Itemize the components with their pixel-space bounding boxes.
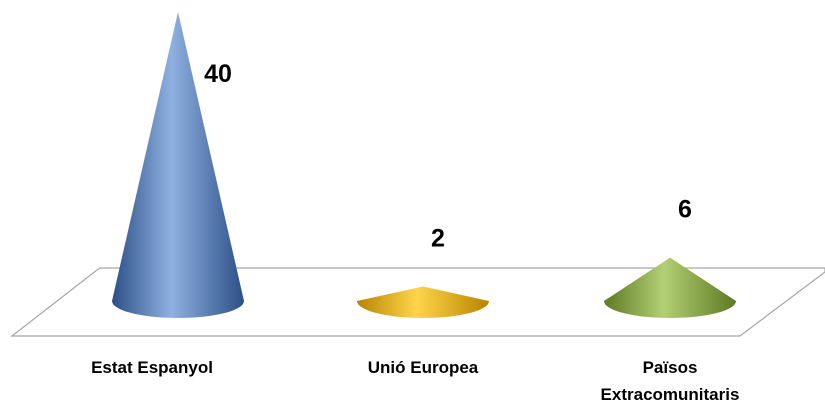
data-label-estat-espanyol: 40 [204,60,232,88]
category-label-pa-sos-extracomunitaris-line-2: Extracomunitaris [601,385,740,404]
floor-plane [10,267,825,337]
category-label-estat-espanyol: Estat Espanyol [91,358,213,377]
category-label-uni-europea: Unió Europea [368,358,479,377]
cone-bar-estat-espanyol [112,12,244,318]
category-label-pa-sos-extracomunitaris-line-1: Països [643,358,698,377]
cone-bar-pa-sos-extracomunitaris [604,257,736,318]
data-label-pa-sos-extracomunitaris: 6 [678,196,692,224]
cone-bar-uni-europea [357,286,489,318]
data-label-uni-europea: 2 [431,225,445,253]
